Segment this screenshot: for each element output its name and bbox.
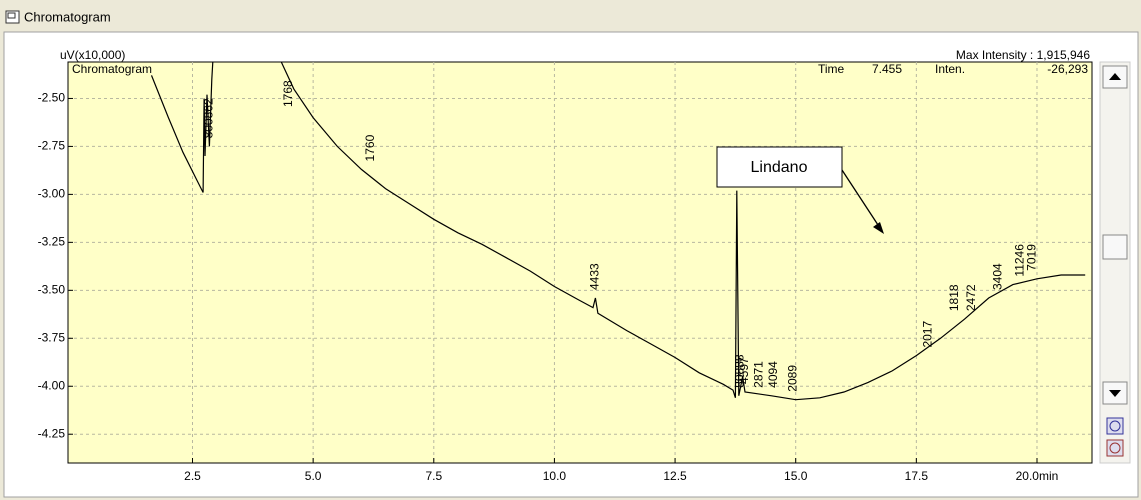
arrow-head — [873, 222, 884, 234]
x-tick-label: 12.5 — [663, 469, 687, 483]
peak-label: 11246 — [1012, 244, 1026, 277]
peak-label: 1818 — [947, 284, 961, 311]
plot: 2.5 5.0 7.5 10.0 12.5 15.0 17.5 20.0min -2.50 -2.… — [38, 62, 1092, 483]
x-tick-label: 20.0min — [1016, 469, 1059, 483]
peak-label: 3404 — [991, 263, 1005, 290]
annotation-text: Lindano — [751, 159, 808, 176]
plot-area — [67, 61, 1093, 464]
window-title: Chromatogram — [24, 9, 111, 24]
peak-label: 4094 — [766, 361, 780, 388]
cursor-inten-label: Inten. — [935, 62, 965, 76]
peak-label: 4433 — [588, 263, 602, 290]
x-tick-label: 15.0 — [784, 469, 808, 483]
peak-label: 1760 — [363, 134, 377, 161]
y-axis-label: uV(x10,000) — [60, 48, 125, 62]
y-tick-label: -2.50 — [38, 91, 66, 105]
x-tick-label: 7.5 — [425, 469, 442, 483]
zoom-out[interactable] — [1106, 439, 1124, 457]
y-tick-label: -3.25 — [38, 235, 66, 249]
x-tick-label: 10.0 — [543, 469, 567, 483]
peak-label: 2472 — [964, 284, 978, 311]
zoom-out-icon — [1109, 442, 1121, 454]
peak-label: 80888 — [732, 354, 746, 388]
x-tick-label: 2.5 — [184, 469, 201, 483]
y-tick-label: -3.00 — [38, 187, 66, 201]
zoom-in[interactable] — [1106, 417, 1124, 435]
peak-label: 1768 — [281, 80, 295, 107]
y-tick-label: -4.25 — [38, 426, 66, 440]
cursor-inten: -26,293 — [1047, 62, 1088, 76]
x-tick-label: 17.5 — [905, 469, 929, 483]
x-tick-label: 5.0 — [305, 469, 322, 483]
y-tick-label: -4.00 — [38, 378, 66, 392]
scroll-thumb[interactable] — [1102, 234, 1128, 260]
cursor-time: 7.455 — [872, 62, 902, 76]
peak-label: 2017 — [921, 321, 935, 348]
window-icon[interactable] — [5, 10, 20, 24]
y-tick-label: -3.75 — [38, 330, 66, 344]
series-label: Chromatogram — [72, 62, 152, 76]
window-icon-inner — [7, 12, 16, 19]
peak-label: 2089 — [785, 365, 799, 392]
scroll-down-arrow — [1109, 390, 1121, 397]
y-tick-label: -3.50 — [38, 282, 66, 296]
annotation-box — [716, 146, 843, 188]
trace — [150, 62, 1086, 401]
y-tick-label: -2.75 — [38, 139, 66, 153]
cursor-time-label: Time — [818, 62, 845, 76]
max-intensity: Max Intensity : 1,915,946 — [956, 48, 1090, 62]
peak-label: 7019 — [1024, 244, 1038, 271]
scroll-up-arrow — [1109, 73, 1121, 80]
zoom-in-icon — [1109, 420, 1121, 432]
peak-label: 2871 — [752, 361, 766, 388]
peak-label: 800862 — [202, 98, 216, 138]
annotation-arrow — [841, 169, 881, 229]
peak-label: 4597 — [737, 357, 751, 384]
